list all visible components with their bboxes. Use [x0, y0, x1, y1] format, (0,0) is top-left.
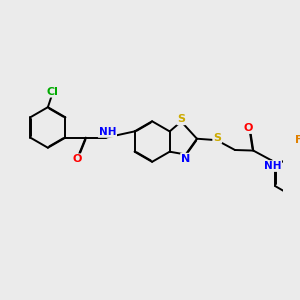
Text: N: N — [181, 154, 190, 164]
Text: S: S — [213, 133, 221, 143]
Text: F: F — [295, 135, 300, 145]
Text: NH: NH — [99, 127, 116, 137]
Text: O: O — [244, 123, 253, 133]
Text: NH: NH — [264, 161, 281, 171]
Text: S: S — [177, 114, 185, 124]
Text: O: O — [73, 154, 82, 164]
Text: Cl: Cl — [46, 87, 58, 97]
